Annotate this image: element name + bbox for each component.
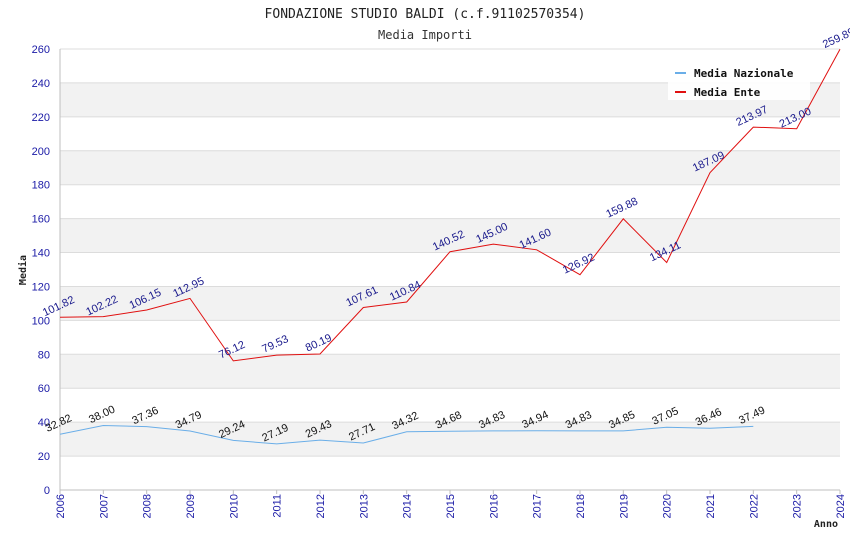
- y-tick-label: 160: [32, 214, 50, 226]
- grid-band: [60, 286, 840, 321]
- legend-box: [668, 60, 810, 100]
- y-tick-label: 120: [32, 281, 50, 293]
- x-axis-ticks: 2006 2007 2008 2009 2010 2011 2012 2013 2014 2015…: [55, 490, 847, 518]
- y-tick-label: 60: [38, 383, 50, 395]
- x-tick-label: 2017: [532, 494, 544, 518]
- grid-band: [60, 218, 840, 253]
- x-tick-label: 2020: [662, 494, 674, 518]
- grid-bands: [60, 82, 840, 457]
- x-tick-label: 2007: [98, 494, 110, 518]
- legend-entry: Media Ente: [694, 86, 761, 99]
- y-axis-ticks: 0 20 40 60 80 100 120 140 160 180 200 220 240 260: [32, 44, 50, 497]
- x-tick-label: 2021: [705, 494, 717, 518]
- chart-subtitle: Media Importi: [378, 28, 472, 42]
- grid-band: [60, 150, 840, 185]
- y-tick-label: 220: [32, 112, 50, 124]
- y-tick-label: 140: [32, 248, 50, 260]
- series-line-0: [59, 424, 754, 445]
- x-tick-label: 2010: [228, 494, 240, 518]
- y-tick-label: 260: [32, 44, 50, 56]
- x-tick-label: 2016: [488, 494, 500, 518]
- x-tick-label: 2019: [618, 494, 630, 518]
- y-tick-label: 20: [38, 451, 50, 463]
- legend: Media Nazionale Media Ente: [668, 60, 810, 100]
- chart-title: FONDAZIONE STUDIO BALDI (c.f.91102570354…: [265, 7, 586, 22]
- y-axis-label: Media: [17, 255, 29, 285]
- x-tick-label: 2018: [575, 494, 587, 518]
- data-label: 79.53: [260, 333, 290, 356]
- x-tick-label: 2013: [358, 494, 370, 518]
- x-tick-label: 2008: [142, 494, 154, 518]
- x-tick-label: 2011: [272, 494, 284, 518]
- x-tick-label: 2023: [792, 494, 804, 518]
- x-tick-label: 2006: [55, 494, 67, 518]
- x-axis-label: Anno: [814, 519, 838, 530]
- y-tick-label: 40: [38, 417, 50, 429]
- series-line-1: [59, 48, 841, 362]
- y-tick-label: 80: [38, 349, 50, 361]
- data-label: 126.92: [561, 251, 597, 276]
- series-lines: [59, 48, 841, 445]
- data-label: 159.88: [604, 196, 640, 221]
- x-tick-label: 2022: [748, 494, 760, 518]
- x-tick-label: 2014: [402, 494, 414, 518]
- x-tick-label: 2024: [835, 494, 847, 518]
- x-tick-label: 2009: [185, 494, 197, 518]
- x-tick-label: 2015: [445, 494, 457, 518]
- grid-lines: [60, 48, 840, 491]
- x-tick-label: 2012: [315, 494, 327, 518]
- y-tick-label: 0: [44, 485, 50, 497]
- legend-entry: Media Nazionale: [694, 67, 794, 80]
- y-tick-label: 180: [32, 180, 50, 192]
- grid-band: [60, 354, 840, 389]
- y-tick-label: 200: [32, 146, 50, 158]
- y-tick-label: 100: [32, 315, 50, 327]
- data-label: 80.19: [304, 332, 334, 355]
- data-label: 259.89: [821, 26, 850, 51]
- y-tick-label: 240: [32, 78, 50, 90]
